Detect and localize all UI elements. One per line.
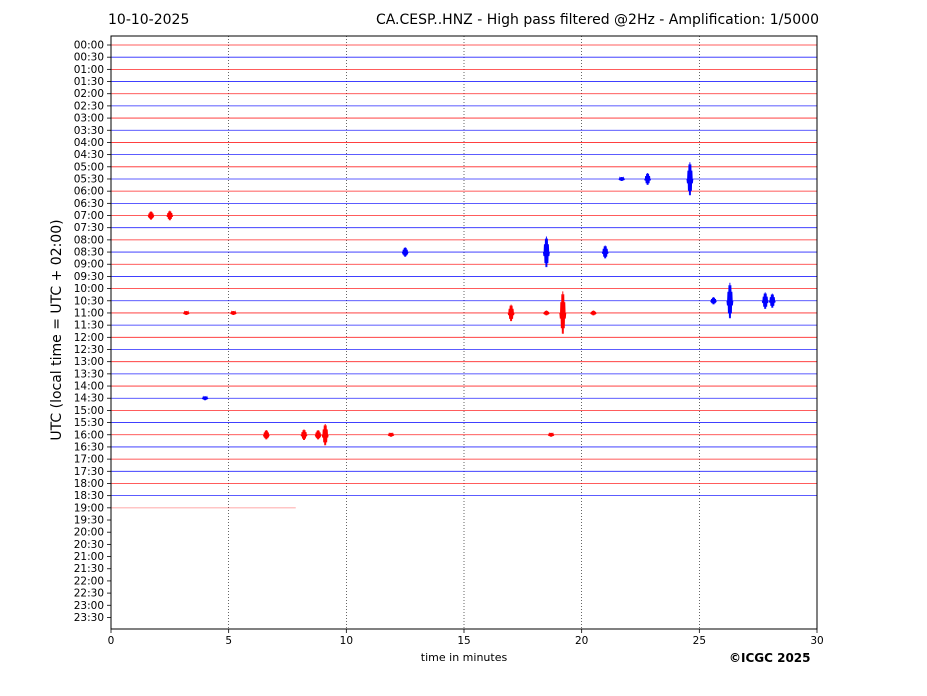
event-burst: [387, 432, 395, 437]
event-burst: [618, 176, 626, 181]
event-burst: [686, 162, 694, 196]
y-tick-label: 23:00: [74, 600, 104, 612]
y-tick-label: 06:00: [74, 186, 104, 198]
y-tick-label: 12:00: [74, 332, 104, 344]
event-burst: [300, 429, 308, 441]
event-layer: [147, 162, 776, 446]
y-tick-label: 03:30: [74, 125, 104, 137]
y-tick-label: 15:30: [74, 417, 104, 429]
chart-title: CA.CESP..HNZ - High pass filtered @2Hz -…: [375, 12, 819, 28]
x-tick-label: 20: [575, 635, 588, 647]
y-tick-label: 10:00: [74, 283, 104, 295]
event-burst: [590, 310, 597, 316]
y-tick-label: 22:30: [74, 588, 104, 600]
y-tick-layer: 00:0000:3001:0001:3002:0002:3003:0003:30…: [74, 40, 111, 624]
y-tick-label: 02:30: [74, 100, 104, 112]
event-burst: [547, 432, 555, 437]
trace-layer: [111, 44, 817, 509]
x-axis-label: time in minutes: [420, 651, 508, 664]
y-tick-label: 16:30: [74, 441, 104, 453]
y-tick-label: 17:00: [74, 454, 104, 466]
event-burst: [201, 395, 209, 401]
y-tick-label: 19:30: [74, 515, 104, 527]
event-burst: [147, 211, 155, 220]
y-tick-label: 18:00: [74, 478, 104, 490]
event-burst: [726, 282, 734, 319]
y-tick-label: 21:30: [74, 563, 104, 575]
y-tick-label: 04:30: [74, 149, 104, 161]
y-tick-label: 20:00: [74, 527, 104, 539]
event-burst: [644, 172, 652, 185]
y-tick-label: 23:30: [74, 612, 104, 624]
y-tick-label: 02:00: [74, 88, 104, 100]
y-tick-label: 03:00: [74, 113, 104, 125]
x-tick-label: 10: [340, 635, 353, 647]
event-burst: [262, 429, 270, 440]
y-tick-label: 09:00: [74, 259, 104, 271]
y-tick-label: 20:30: [74, 539, 104, 551]
y-tick-label: 14:00: [74, 381, 104, 393]
y-tick-label: 01:30: [74, 76, 104, 88]
y-tick-label: 08:30: [74, 247, 104, 259]
y-tick-label: 22:00: [74, 575, 104, 587]
y-tick-label: 12:30: [74, 344, 104, 356]
x-tick-label: 5: [225, 635, 232, 647]
y-tick-label: 11:30: [74, 320, 104, 332]
date-label: 10-10-2025: [108, 12, 190, 28]
y-tick-label: 04:00: [74, 137, 104, 149]
y-tick-label: 15:00: [74, 405, 104, 417]
event-burst: [314, 429, 322, 440]
event-burst: [230, 310, 237, 315]
y-tick-label: 07:00: [74, 210, 104, 222]
y-tick-label: 16:00: [74, 429, 104, 441]
x-tick-label: 15: [457, 635, 470, 647]
y-tick-label: 21:00: [74, 551, 104, 563]
y-tick-label: 13:00: [74, 356, 104, 368]
y-tick-label: 14:30: [74, 393, 104, 405]
event-burst: [768, 293, 776, 308]
y-tick-label: 01:00: [74, 64, 104, 76]
event-burst: [710, 297, 717, 305]
y-tick-label: 19:00: [74, 502, 104, 514]
y-tick-label: 06:30: [74, 198, 104, 210]
y-tick-label: 13:30: [74, 368, 104, 380]
event-burst: [559, 291, 567, 334]
copyright-label: ©ICGC 2025: [729, 651, 811, 665]
event-burst: [166, 210, 174, 221]
event-burst: [601, 245, 609, 259]
event-burst: [182, 310, 190, 315]
event-burst: [761, 292, 769, 309]
event-burst: [401, 247, 409, 257]
y-tick-label: 09:30: [74, 271, 104, 283]
y-tick-label: 07:30: [74, 222, 104, 234]
event-burst: [507, 304, 515, 322]
y-tick-label: 11:00: [74, 307, 104, 319]
y-tick-label: 00:30: [74, 52, 104, 64]
y-tick-label: 10:30: [74, 295, 104, 307]
y-tick-label: 05:30: [74, 173, 104, 185]
y-tick-label: 05:00: [74, 161, 104, 173]
x-tick-label: 25: [693, 635, 706, 647]
y-tick-label: 18:30: [74, 490, 104, 502]
event-burst: [543, 310, 550, 316]
y-tick-label: 08:00: [74, 234, 104, 246]
x-tick-label: 0: [108, 635, 115, 647]
event-burst: [542, 236, 550, 268]
y-tick-label: 17:30: [74, 466, 104, 478]
event-burst: [321, 423, 329, 446]
y-tick-label: 00:00: [74, 40, 104, 52]
x-tick-label: 30: [810, 635, 823, 647]
x-tick-layer: 0 5 10 15 20 25 30: [108, 629, 824, 647]
grid-layer: [228, 36, 700, 629]
